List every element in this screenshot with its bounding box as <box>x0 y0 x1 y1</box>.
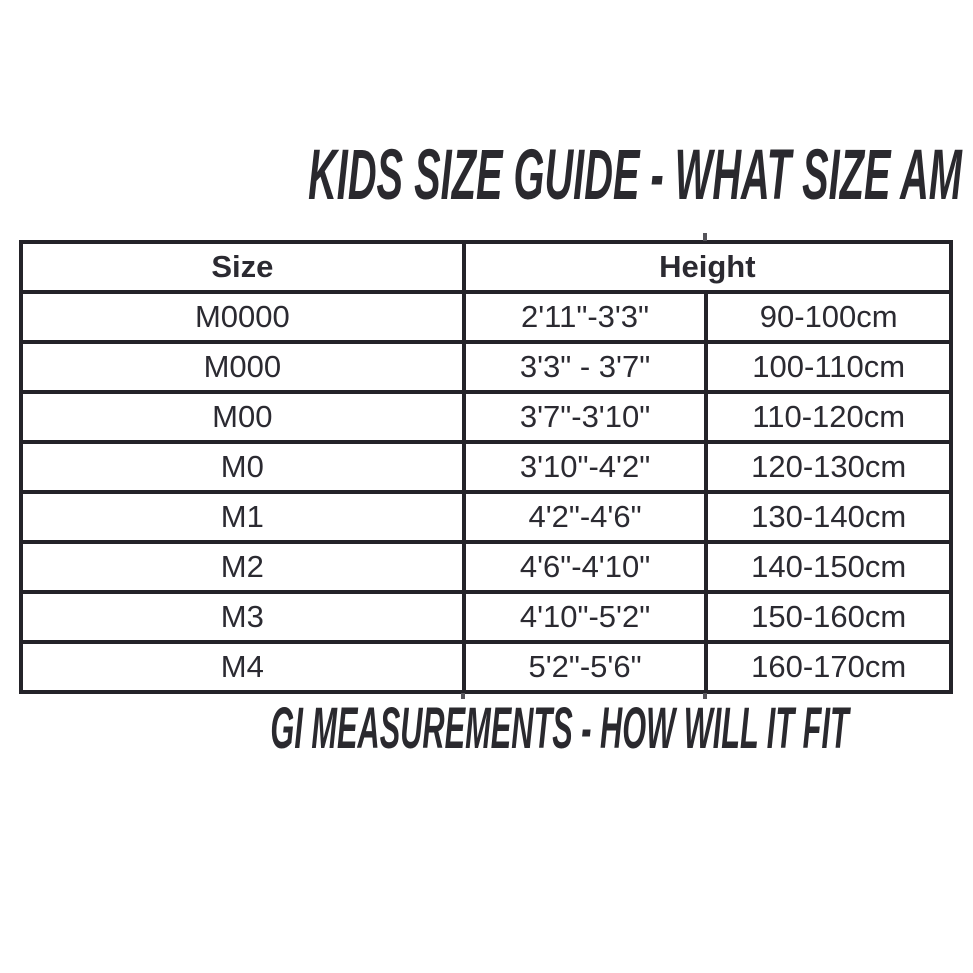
table-header-size: Size <box>19 240 466 294</box>
footer-title: GI MEASUREMENTS - HOW WILL IT FIT <box>0 700 973 758</box>
size-table-wrapper: Size Height M0000 2'11"-3'3" 90-100cm M0… <box>19 240 954 694</box>
height-metric-cell: 100-110cm <box>704 340 953 394</box>
height-imperial-cell: 5'2"-5'6" <box>461 640 709 694</box>
height-metric-cell: 130-140cm <box>704 490 953 544</box>
height-imperial-cell: 3'3" - 3'7" <box>461 340 709 394</box>
size-cell: M3 <box>19 590 466 644</box>
height-metric-cell: 160-170cm <box>704 640 953 694</box>
table-row: M000 3'3" - 3'7" 100-110cm <box>19 340 953 394</box>
height-imperial-cell: 3'10"-4'2" <box>461 440 709 494</box>
page-title-text: KIDS SIZE GUIDE - WHAT SIZE AM I? <box>308 136 973 215</box>
height-metric-cell: 140-150cm <box>704 540 953 594</box>
height-imperial-cell: 4'2"-4'6" <box>461 490 709 544</box>
page-title: KIDS SIZE GUIDE - WHAT SIZE AM I? <box>0 140 973 211</box>
table-header-height: Height <box>461 240 954 294</box>
footer-title-text: GI MEASUREMENTS - HOW WILL IT FIT <box>270 696 849 761</box>
height-metric-cell: 120-130cm <box>704 440 953 494</box>
size-cell: M000 <box>19 340 466 394</box>
table-row: M3 4'10"-5'2" 150-160cm <box>19 590 953 644</box>
table-row: M0000 2'11"-3'3" 90-100cm <box>19 290 953 344</box>
size-cell: M1 <box>19 490 466 544</box>
size-table: Size Height M0000 2'11"-3'3" 90-100cm M0… <box>19 240 954 694</box>
height-imperial-cell: 4'10"-5'2" <box>461 590 709 644</box>
table-row: M4 5'2"-5'6" 160-170cm <box>19 640 953 694</box>
table-divider-artifact <box>461 693 465 699</box>
table-row: M0 3'10"-4'2" 120-130cm <box>19 440 953 494</box>
height-metric-cell: 150-160cm <box>704 590 953 644</box>
height-metric-cell: 90-100cm <box>704 290 953 344</box>
size-cell: M00 <box>19 390 466 444</box>
size-cell: M0000 <box>19 290 466 344</box>
table-row: M00 3'7"-3'10" 110-120cm <box>19 390 953 444</box>
table-header-row: Size Height <box>19 240 954 294</box>
size-cell: M4 <box>19 640 466 694</box>
table-divider-artifact <box>703 693 707 699</box>
table-row: M1 4'2"-4'6" 130-140cm <box>19 490 953 544</box>
height-metric-cell: 110-120cm <box>704 390 953 444</box>
height-imperial-cell: 4'6"-4'10" <box>461 540 709 594</box>
size-cell: M0 <box>19 440 466 494</box>
table-divider-artifact <box>703 233 707 241</box>
height-imperial-cell: 3'7"-3'10" <box>461 390 709 444</box>
table-row: M2 4'6"-4'10" 140-150cm <box>19 540 953 594</box>
height-imperial-cell: 2'11"-3'3" <box>461 290 709 344</box>
size-cell: M2 <box>19 540 466 594</box>
